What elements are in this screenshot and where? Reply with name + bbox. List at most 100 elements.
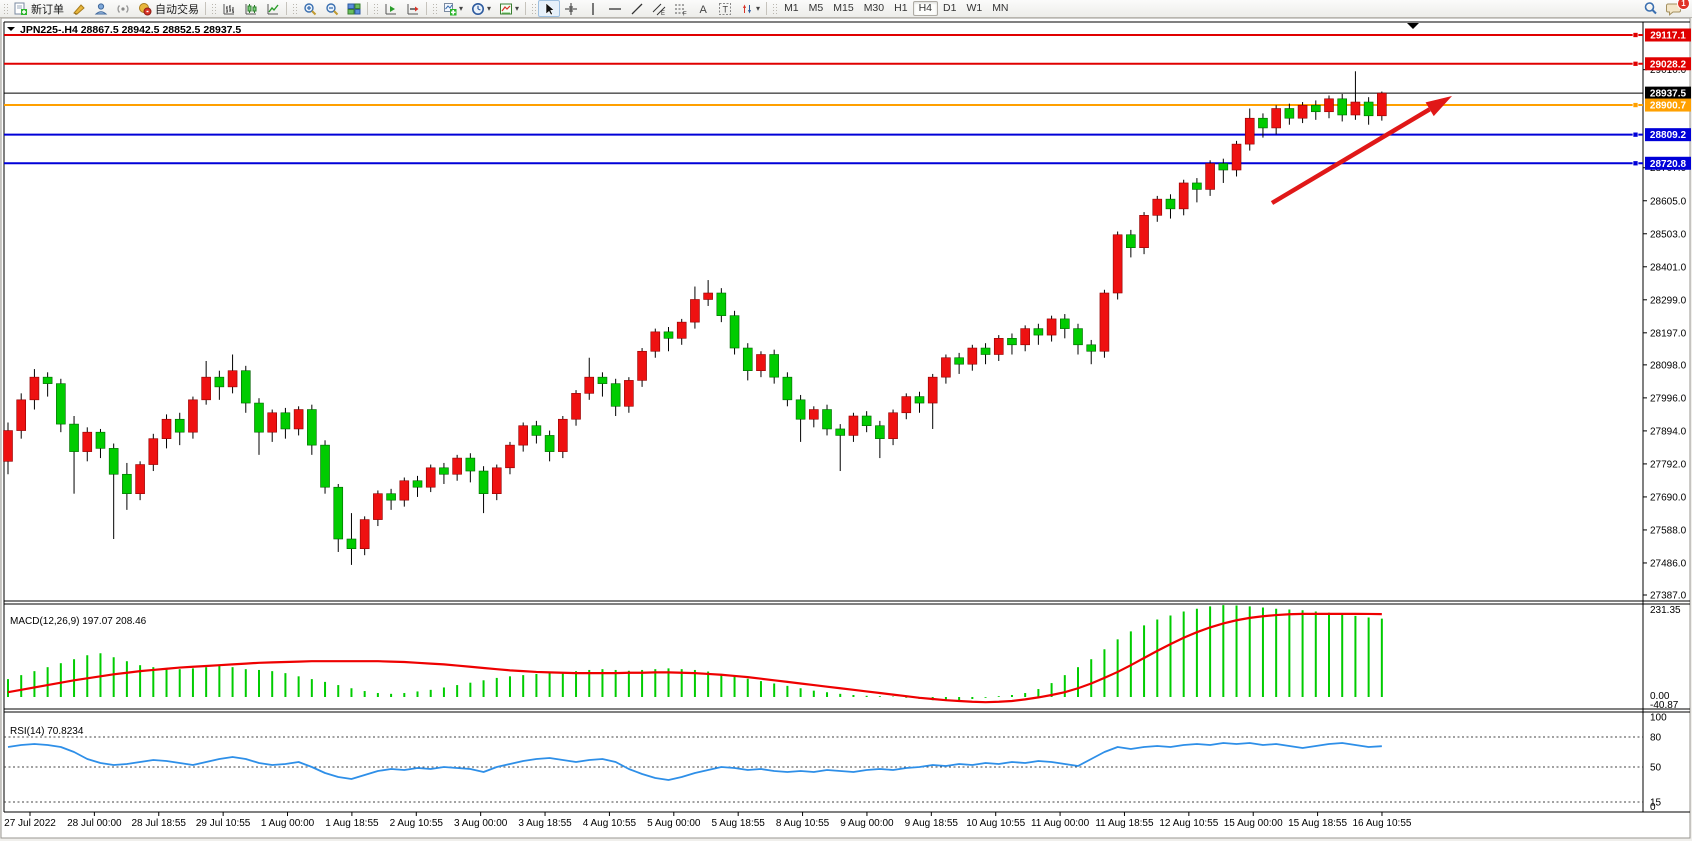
time-axis-label: 5 Aug 00:00 [647,818,701,829]
trend-arrow-head[interactable] [1425,96,1452,117]
periods-button[interactable]: ▾ [467,0,495,17]
bar-chart-icon [222,2,236,16]
candle-body [1205,163,1215,190]
symbol-ohlc-title: JPN225-.H4 28867.5 28942.5 28852.5 28937… [20,24,241,36]
candlestick-button[interactable] [240,0,262,17]
svg-text:T: T [723,4,729,14]
time-axis-label: 9 Aug 18:55 [905,818,959,829]
symbol-dropdown-icon[interactable] [7,27,15,31]
profile-button[interactable] [90,0,112,17]
fibonacci-icon: F [674,2,688,16]
new-order-button-label: 新订单 [31,3,64,16]
rsi-axis-label: 100 [1650,713,1667,724]
timeframe-m5-button[interactable]: M5 [808,2,824,14]
candle-body [1033,328,1044,336]
arrows-button-dropdown-icon[interactable]: ▾ [756,4,761,13]
resistance-line-1-anchor[interactable] [1632,32,1639,38]
zoom-in-icon [303,2,317,16]
periods-button-dropdown-icon[interactable]: ▾ [487,4,492,13]
toolbar-separator [286,2,287,15]
auto-scroll-icon [384,2,398,16]
candle-body [1363,101,1374,117]
candle-body [359,519,370,550]
price-axis-tick-label: 28098.0 [1650,360,1687,371]
support-line-1-price-label: 28809.2 [1650,130,1687,141]
cursor-button[interactable] [538,0,561,17]
vline-button[interactable] [582,0,604,17]
trend-arrow-shaft[interactable] [1270,107,1431,205]
price-axis-tick-label: 27588.0 [1650,525,1687,536]
resistance-line-1-price-label: 29117.1 [1650,31,1686,42]
price-axis-tick-label: 27792.0 [1650,459,1687,470]
candle-body [3,430,13,462]
notification-badge: 1 [1677,0,1690,10]
label-button[interactable]: T [714,0,736,17]
candle-body [1310,104,1321,113]
candle-body [320,444,330,488]
candle-body [1350,101,1361,116]
tile-windows-icon [347,2,361,16]
crosshair-button[interactable] [560,0,582,17]
tile-windows-button[interactable] [343,0,365,17]
timeframe-h1-button[interactable]: H1 [894,2,908,14]
hline-button[interactable] [604,0,626,17]
candle-body [122,473,132,494]
arrows-button[interactable]: ▾ [736,0,764,17]
candle-body [584,376,595,394]
candle-body [703,292,713,300]
candle-body [729,315,740,349]
candle-body [1112,234,1123,294]
channel-button[interactable]: E [648,0,670,17]
zoom-out-icon [325,2,339,16]
candle-body [439,467,449,475]
candle-body [254,402,264,433]
candle-body [1139,215,1149,248]
styler-button[interactable] [68,0,90,17]
autotrading-icon [138,2,152,16]
timeframe-m1-button[interactable]: M1 [784,2,799,14]
timeframe-w1-button[interactable]: W1 [966,2,983,14]
support-line-2-price-label-box [1645,156,1691,170]
zoom-out-button[interactable] [321,0,343,17]
auto-scroll-button[interactable] [380,0,402,17]
resistance-line-2-anchor[interactable] [1632,60,1639,67]
timeframe-m15-button[interactable]: M15 [833,2,854,14]
timeframe-m30-button[interactable]: M30 [863,2,885,14]
templates-button-dropdown-icon[interactable]: ▾ [515,4,520,13]
autotrading-button[interactable]: 自动交易 [134,0,203,17]
rsi-line [7,742,1382,781]
timeframe-d1-button[interactable]: D1 [943,2,957,14]
search-button[interactable] [1639,0,1662,17]
timeframe-mn-button[interactable]: MN [992,2,1009,14]
chart-shift-button[interactable] [402,0,424,17]
candle-body [42,376,53,384]
candle-body [742,347,753,371]
signals-button[interactable] [112,0,134,17]
support-line-2-anchor[interactable] [1632,160,1639,167]
support-line-2-price-label: 28720.8 [1650,159,1687,170]
new-order-button[interactable]: 新订单 [10,0,68,17]
candle-body [782,376,793,401]
time-axis-label: 28 Jul 18:55 [132,818,187,829]
zoom-in-button[interactable] [299,0,321,17]
timeframe-h4-button[interactable]: H4 [912,1,938,16]
community-button[interactable]: 1 [1662,0,1690,17]
toolbar-grip [373,2,378,15]
profile-icon [94,2,108,16]
trendline-button[interactable] [626,0,648,17]
support-line-1-anchor[interactable] [1632,131,1639,138]
line-chart-button[interactable] [262,0,284,17]
indicators-button-dropdown-icon[interactable]: ▾ [459,4,464,13]
indicators-button[interactable]: ▾ [439,0,467,17]
chart-shift-marker[interactable] [1407,23,1419,29]
text-button[interactable]: A [692,0,714,17]
bar-chart-button[interactable] [218,0,240,17]
macd-axis-label: 0.00 [1650,691,1670,702]
orange-level-line-anchor[interactable] [1632,102,1639,108]
candle-body [1271,108,1281,129]
vline-icon [586,2,600,16]
candle-body [56,383,66,425]
fibonacci-button[interactable]: F [670,0,692,17]
templates-button[interactable]: ▾ [495,0,523,17]
